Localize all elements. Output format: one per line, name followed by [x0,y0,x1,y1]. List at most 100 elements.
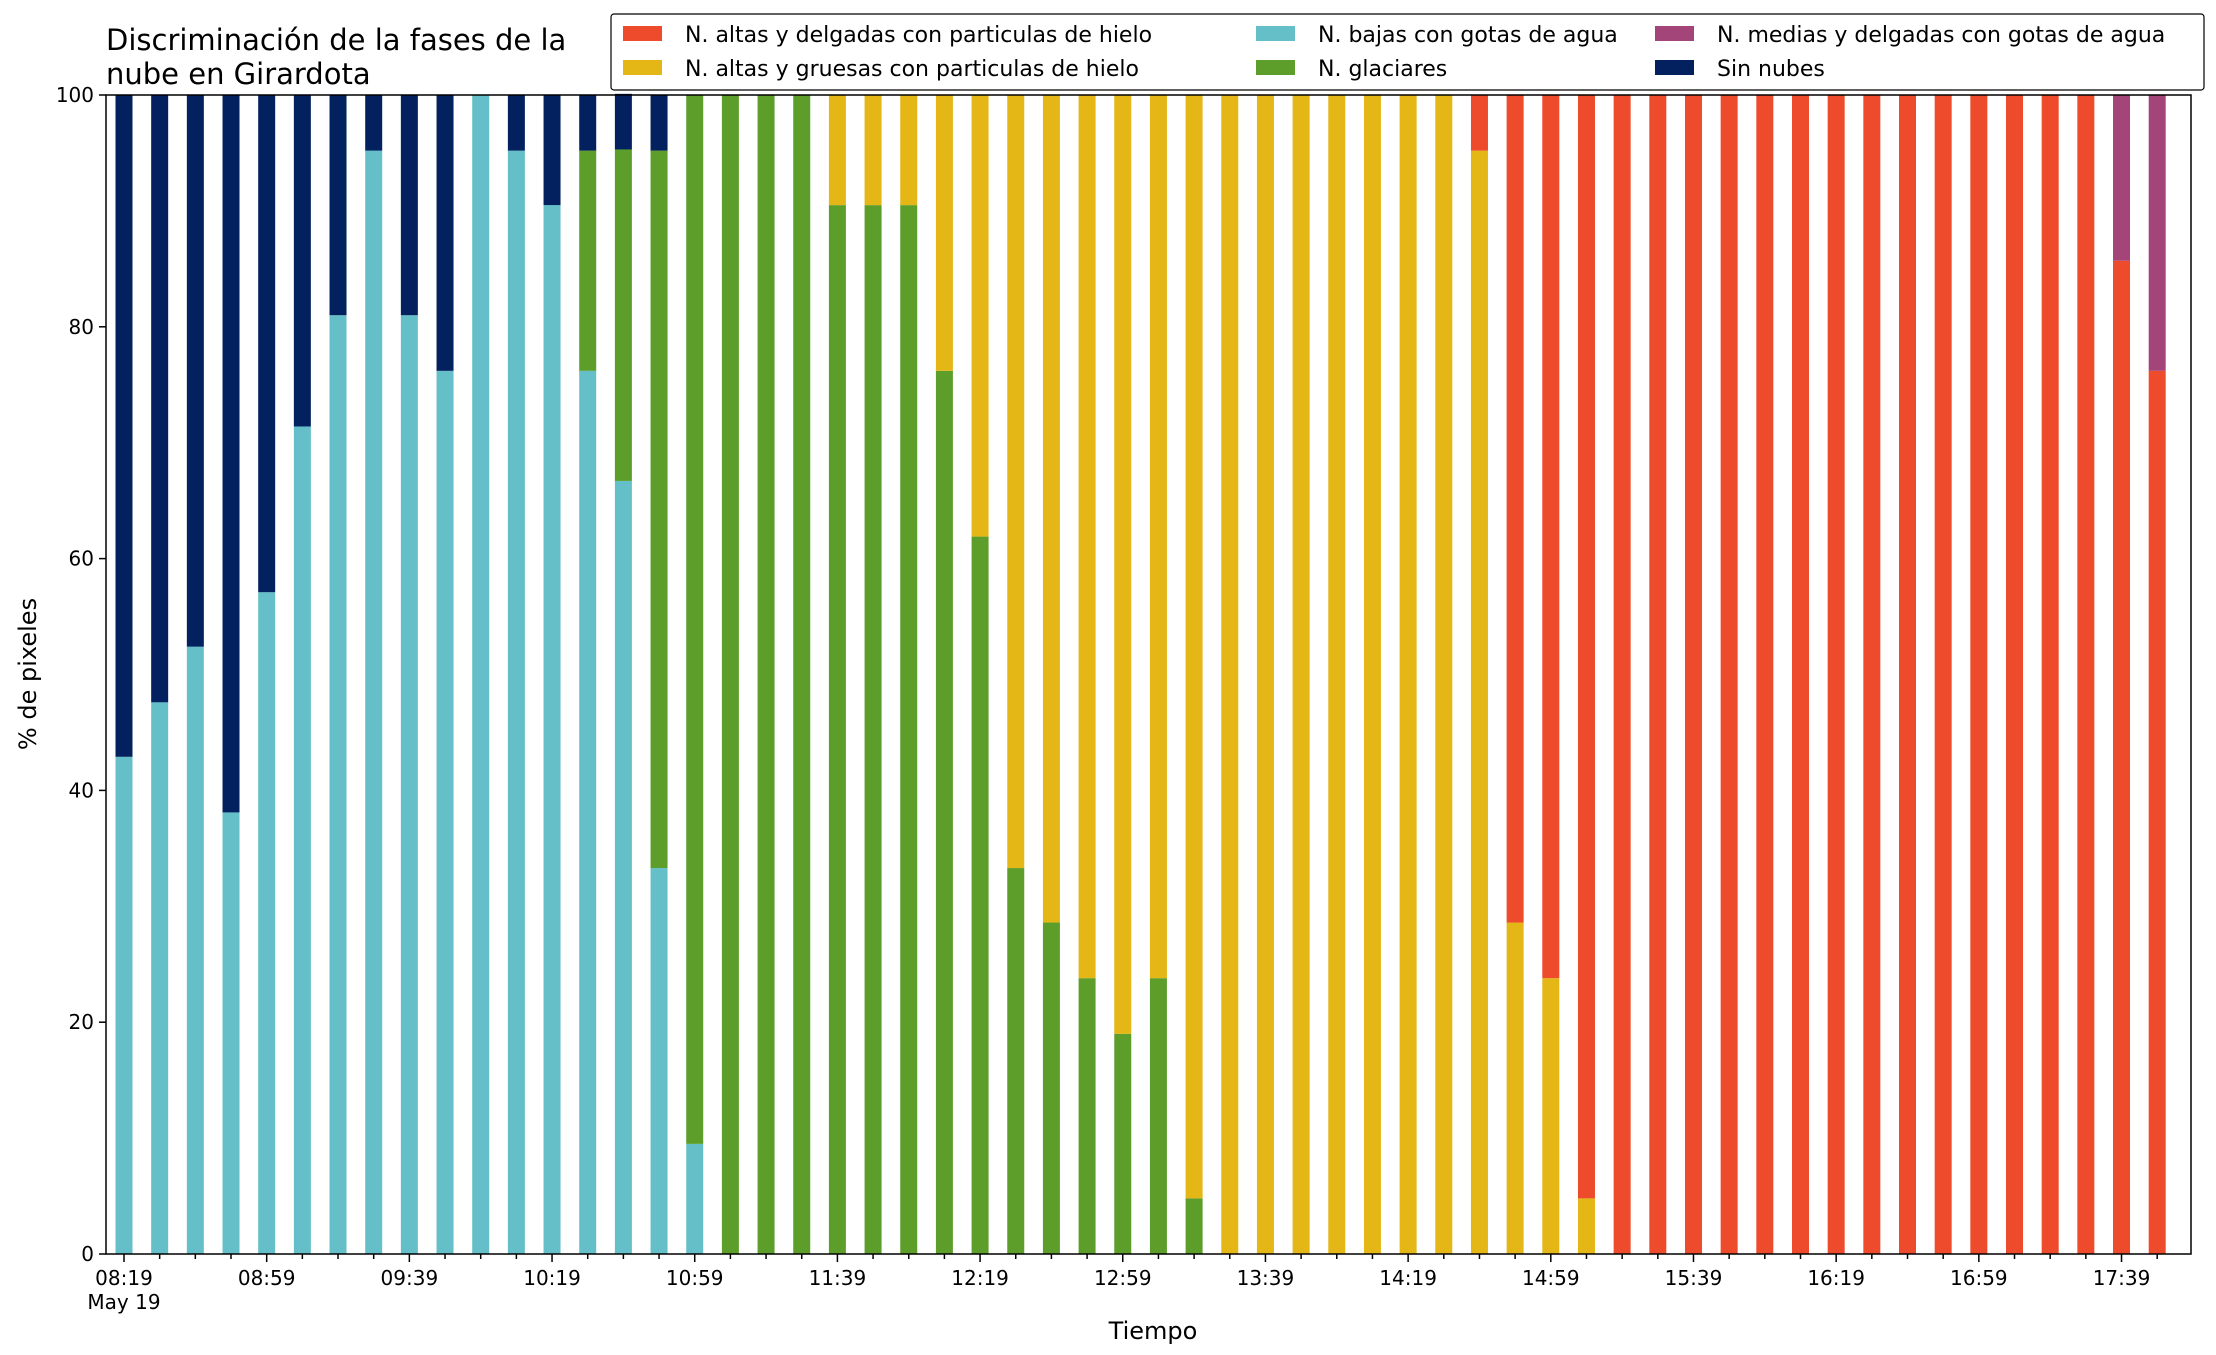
bar-n-altas-y-delgadas-con-particulas-de-hielo-38 [1470,95,1488,151]
bar-n-bajas-con-gotas-de-agua-8 [400,315,418,1255]
bar-n-altas-y-delgadas-con-particulas-de-hielo-43 [1649,95,1667,1254]
bar-n-glaciares-28 [1114,1033,1132,1254]
y-tick-label-2: 40 [69,778,94,802]
bar-n-altas-y-delgadas-con-particulas-de-hielo-55 [2077,95,2095,1254]
bar-sin-nubes-0 [115,95,133,757]
x-tick-label-1: 08:59 [238,1266,296,1290]
bar-n-bajas-con-gotas-de-agua-9 [436,370,454,1255]
legend-swatch-n-altas-y-gruesas-con-particulas-de-hielo [623,60,662,75]
x-tick-label-5: 11:39 [809,1266,867,1290]
bar-n-altas-y-gruesas-con-particulas-de-hielo-40 [1542,978,1560,1254]
bar-n-glaciares-23 [935,370,953,1255]
y-tick-label-3: 60 [69,547,94,571]
x-tick-label-0: 08:19 [95,1266,153,1290]
bar-n-altas-y-delgadas-con-particulas-de-hielo-48 [1827,95,1845,1254]
bar-n-altas-y-gruesas-con-particulas-de-hielo-21 [864,95,882,206]
x-tick-label-3: 10:19 [523,1266,581,1290]
bar-n-glaciares-27 [1078,978,1096,1254]
bar-n-altas-y-gruesas-con-particulas-de-hielo-35 [1363,95,1381,1254]
bar-n-glaciares-24 [971,536,989,1254]
bar-n-medias-y-delgadas-con-gotas-de-agua-56 [2113,95,2131,261]
y-axis-title: % de pixeles [14,598,42,750]
legend-label-n-glaciares: N. glaciares [1318,57,1447,82]
bar-sin-nubes-15 [650,95,668,151]
y-tick-label-1: 20 [69,1010,94,1034]
y-tick-label-5: 100 [56,83,94,107]
bar-n-altas-y-gruesas-con-particulas-de-hielo-29 [1149,95,1167,979]
bar-n-glaciares-21 [864,205,882,1255]
legend-swatch-n-medias-y-delgadas-con-gotas-de-agua [1655,26,1694,41]
x-tick-label-9: 14:19 [1379,1266,1437,1290]
bar-n-altas-y-gruesas-con-particulas-de-hielo-24 [971,95,989,537]
bar-n-altas-y-gruesas-con-particulas-de-hielo-26 [1042,95,1060,923]
bar-n-glaciares-17 [721,95,739,1254]
bar-sin-nubes-7 [365,95,383,151]
y-axis: 0 20 40 60 80 100 [56,83,106,1266]
x-tick-label-12: 16:19 [1807,1266,1865,1290]
bar-sin-nubes-12 [543,95,561,206]
legend: N. altas y delgadas con particulas de hi… [610,13,2205,91]
bars-group [115,93,2166,1255]
x-axis-title: Tiempo [1108,1317,1198,1345]
bar-n-bajas-con-gotas-de-agua-2 [186,646,204,1254]
bar-n-altas-y-gruesas-con-particulas-de-hielo-23 [935,95,953,371]
legend-box [610,13,2205,91]
bar-n-bajas-con-gotas-de-agua-7 [365,150,383,1254]
bar-n-altas-y-delgadas-con-particulas-de-hielo-45 [1720,95,1738,1254]
bar-n-altas-y-gruesas-con-particulas-de-hielo-33 [1292,95,1310,1254]
bar-n-glaciares-20 [828,205,846,1255]
bar-n-altas-y-delgadas-con-particulas-de-hielo-57 [2148,370,2166,1255]
bar-sin-nubes-1 [151,95,169,703]
bar-n-altas-y-delgadas-con-particulas-de-hielo-39 [1506,95,1524,923]
bar-n-altas-y-gruesas-con-particulas-de-hielo-38 [1470,150,1488,1254]
x-date-label: May 19 [87,1290,160,1314]
bar-n-bajas-con-gotas-de-agua-11 [507,150,525,1254]
chart-title-line-2: nube en Girardota [106,57,371,91]
bar-n-bajas-con-gotas-de-agua-3 [222,812,240,1254]
legend-swatch-n-glaciares [1256,60,1295,75]
bar-sin-nubes-13 [579,95,597,151]
bar-n-glaciares-13 [579,150,597,371]
bar-n-altas-y-gruesas-con-particulas-de-hielo-30 [1185,95,1203,1199]
bar-n-altas-y-delgadas-con-particulas-de-hielo-52 [1970,95,1988,1254]
bar-n-altas-y-gruesas-con-particulas-de-hielo-37 [1435,95,1453,1254]
bar-sin-nubes-6 [329,95,347,316]
bar-sin-nubes-5 [293,95,311,427]
bar-n-glaciares-29 [1149,978,1167,1254]
bar-n-altas-y-gruesas-con-particulas-de-hielo-39 [1506,922,1524,1254]
bar-n-bajas-con-gotas-de-agua-0 [115,756,133,1254]
chart-title-line-1: Discriminación de la fases de la [106,23,566,57]
bar-n-bajas-con-gotas-de-agua-5 [293,426,311,1255]
bar-n-altas-y-delgadas-con-particulas-de-hielo-42 [1613,95,1631,1254]
bar-n-bajas-con-gotas-de-agua-1 [151,702,169,1254]
x-tick-label-7: 12:59 [1094,1266,1152,1290]
x-tick-label-8: 13:39 [1237,1266,1295,1290]
x-tick-label-10: 14:59 [1522,1266,1580,1290]
bar-n-glaciares-19 [793,95,811,1254]
legend-swatch-n-bajas-con-gotas-de-agua [1256,26,1295,41]
bar-n-bajas-con-gotas-de-agua-10 [472,95,490,1254]
legend-label-sin-nubes: Sin nubes [1717,57,1825,82]
y-tick-label-4: 80 [69,315,94,339]
bar-n-bajas-con-gotas-de-agua-6 [329,315,347,1255]
bar-n-altas-y-gruesas-con-particulas-de-hielo-25 [1007,95,1025,869]
bar-n-medias-y-delgadas-con-gotas-de-agua-57 [2148,95,2166,371]
bar-n-altas-y-delgadas-con-particulas-de-hielo-47 [1791,95,1809,1254]
bar-n-altas-y-gruesas-con-particulas-de-hielo-20 [828,95,846,206]
bar-n-altas-y-delgadas-con-particulas-de-hielo-53 [2006,95,2024,1254]
bar-n-bajas-con-gotas-de-agua-4 [258,592,276,1254]
x-tick-label-2: 09:39 [381,1266,439,1290]
legend-label-n-medias-y-delgadas-con-gotas-de-agua: N. medias y delgadas con gotas de agua [1717,23,2165,48]
bar-n-bajas-con-gotas-de-agua-15 [650,868,668,1254]
bar-n-glaciares-26 [1042,922,1060,1254]
bar-sin-nubes-14 [614,93,632,150]
x-tick-label-4: 10:59 [666,1266,724,1290]
bar-sin-nubes-8 [400,95,418,316]
bar-n-glaciares-16 [686,95,704,1144]
legend-label-n-altas-y-delgadas-con-particulas-de-hielo: N. altas y delgadas con particulas de hi… [685,23,1152,48]
y-tick-label-0: 0 [81,1242,94,1266]
bar-n-altas-y-delgadas-con-particulas-de-hielo-44 [1684,95,1702,1254]
bar-n-altas-y-delgadas-con-particulas-de-hielo-41 [1577,95,1595,1199]
x-tick-label-13: 16:59 [1950,1266,2008,1290]
x-axis: 08:19 08:59 09:39 10:19 10:59 11:39 12:19 12:59… [87,1254,2158,1314]
